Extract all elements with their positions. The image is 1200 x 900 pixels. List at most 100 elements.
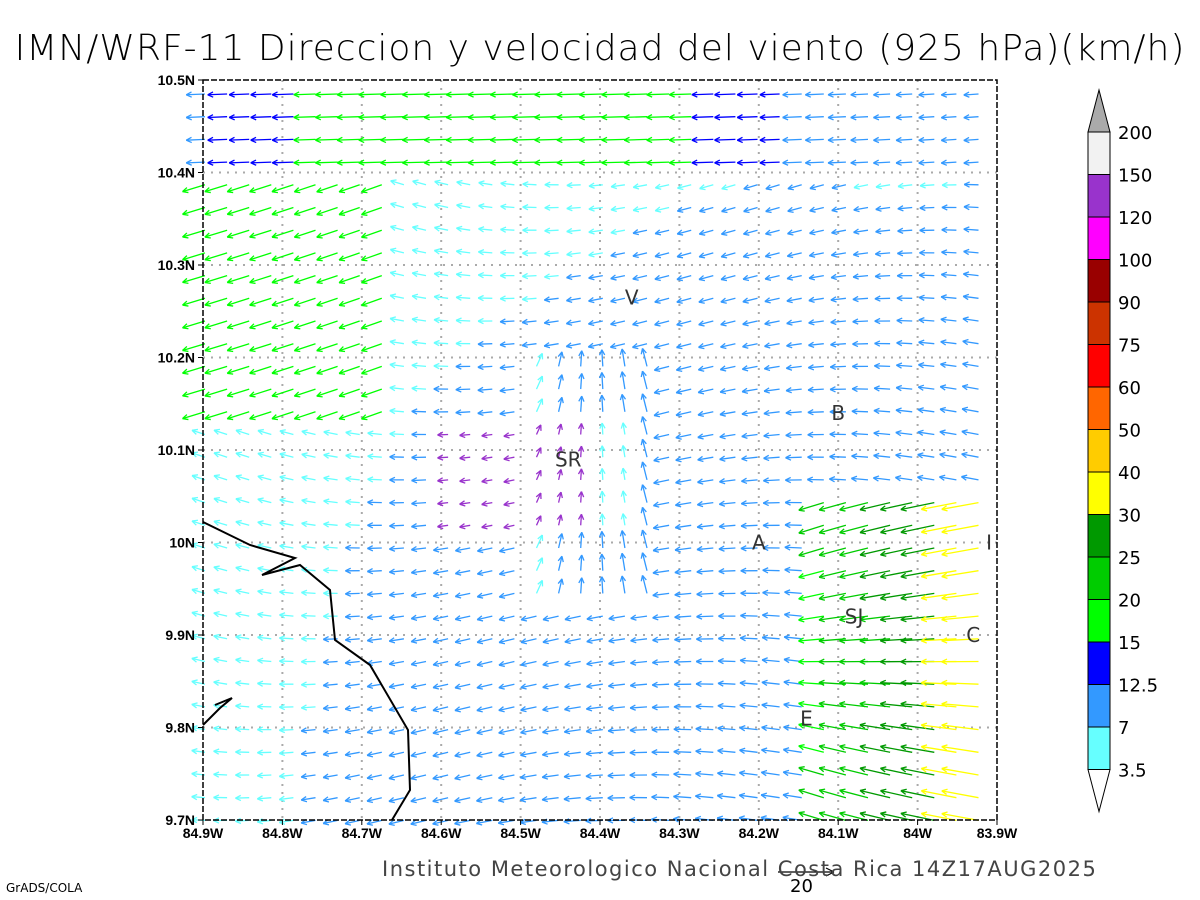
wind-vector (388, 774, 405, 781)
wind-vector (765, 229, 780, 236)
wind-vector (249, 411, 272, 421)
wind-vector (578, 91, 603, 98)
wind-vector (839, 788, 869, 799)
wind-vector (389, 339, 405, 346)
wind-vector (556, 114, 581, 121)
wind-vector (476, 592, 493, 599)
wind-vector (207, 159, 228, 166)
wind-vector (691, 159, 714, 166)
wind-vector (344, 728, 360, 735)
wind-vector (316, 343, 338, 353)
wind-vector (698, 252, 714, 259)
wind-vector (293, 184, 316, 194)
wind-vector (900, 744, 935, 753)
wind-vector (279, 543, 294, 550)
wind-vector (498, 706, 515, 713)
colorbar-label: 120 (1118, 208, 1152, 229)
wind-vector (534, 91, 559, 98)
wind-vector (322, 750, 338, 757)
wind-vector (818, 811, 847, 822)
wind-vector (338, 388, 360, 398)
wind-vector (941, 679, 979, 687)
wind-vector (798, 615, 824, 623)
wind-vector (829, 386, 846, 393)
wind-vector (226, 274, 250, 285)
wind-vector (762, 612, 780, 619)
wind-vector (698, 320, 714, 327)
wind-vector (336, 114, 360, 121)
wind-vector (213, 725, 228, 732)
wind-vector (785, 454, 802, 461)
wind-vector (235, 725, 250, 733)
wind-vector (654, 206, 670, 213)
wind-vector (323, 452, 338, 459)
wind-vector (918, 136, 935, 144)
wind-vector (852, 295, 869, 303)
wind-vector (741, 455, 758, 462)
wind-vector (839, 547, 869, 557)
wind-vector (695, 658, 714, 665)
wind-vector (698, 343, 714, 350)
wind-vector (226, 297, 250, 307)
wind-vector (827, 136, 846, 144)
wind-vector (859, 637, 891, 644)
wind-vector (204, 343, 228, 353)
wind-vector (204, 229, 228, 239)
wind-vector (566, 204, 581, 212)
wind-vector (718, 612, 736, 620)
wind-vector (798, 547, 824, 558)
colorbar-label: 7 (1118, 718, 1129, 739)
wind-vector (499, 272, 515, 279)
wind-vector (818, 524, 847, 535)
wind-vector (629, 771, 648, 779)
city-label: I (986, 531, 992, 555)
colorbar-swatch (1087, 259, 1111, 303)
colorbar-swatch (1087, 599, 1111, 643)
wind-vector (433, 362, 449, 370)
wind-vector (831, 183, 847, 191)
wind-vector (741, 387, 758, 394)
wind-vector (360, 411, 383, 421)
wind-vector (279, 589, 294, 596)
wind-vector (411, 362, 427, 369)
wind-vector (360, 365, 383, 375)
wind-vector (782, 91, 802, 98)
wind-vector (437, 500, 449, 507)
wind-vector (358, 91, 382, 98)
wind-vector (919, 227, 935, 234)
wind-vector (543, 319, 559, 326)
wind-vector (213, 679, 228, 686)
wind-vector (941, 547, 979, 557)
wind-vector (411, 523, 427, 530)
wind-vector (900, 679, 935, 687)
wind-vector (941, 524, 979, 535)
wind-vector (522, 249, 537, 257)
wind-vector (500, 180, 515, 188)
wind-vector (920, 501, 957, 512)
wind-vector (875, 183, 891, 190)
wind-vector (759, 159, 780, 166)
wind-vector (920, 615, 957, 623)
wind-vector (640, 438, 648, 458)
colorbar-swatch (1087, 174, 1111, 218)
wind-vector (675, 456, 692, 463)
wind-vector (879, 722, 913, 731)
wind-vector (412, 225, 427, 232)
wind-vector (271, 136, 294, 144)
wind-vector (454, 706, 471, 713)
wind-vector (900, 592, 935, 601)
wind-vector (293, 388, 316, 398)
wind-vector (808, 251, 824, 258)
wind-vector (367, 430, 382, 437)
wind-vector (839, 570, 869, 580)
wind-vector (432, 637, 449, 645)
wind-vector (651, 749, 670, 756)
wind-vector (818, 547, 847, 558)
colorbar-label: 40 (1118, 463, 1141, 484)
wind-vector (257, 451, 272, 458)
wind-vector (859, 524, 891, 535)
wind-vector (344, 773, 360, 781)
wind-vector (322, 681, 338, 689)
wind-vector (489, 114, 515, 121)
wind-vector (807, 431, 824, 438)
